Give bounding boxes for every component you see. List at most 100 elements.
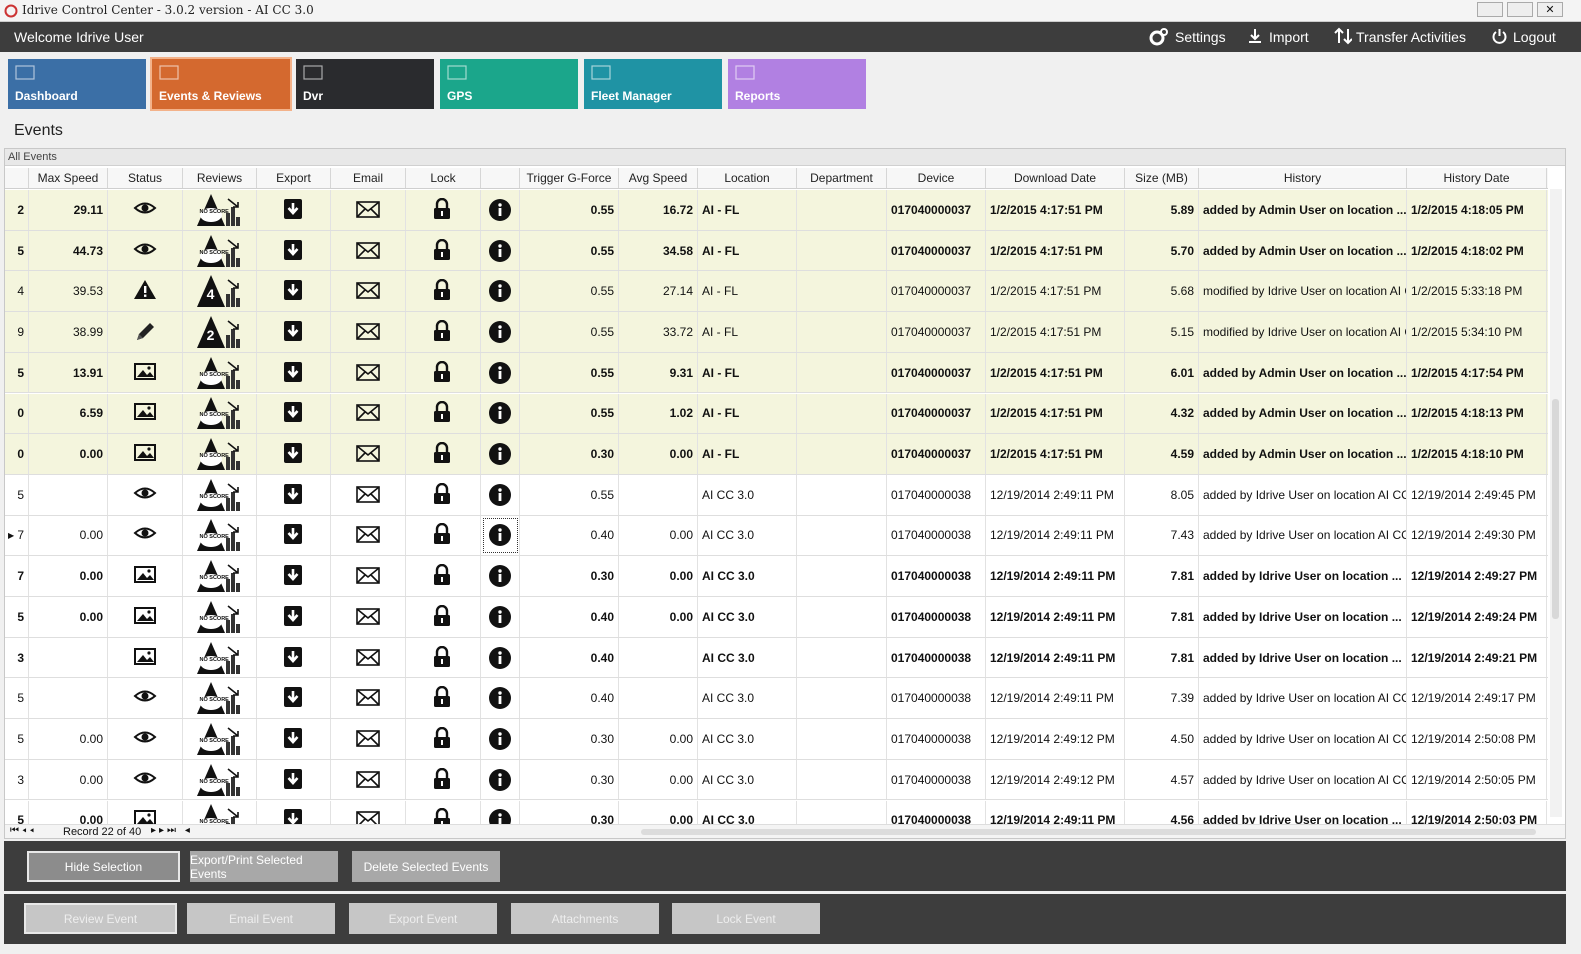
event-row[interactable]: 0 0.00 NO SCORE 0.30 0.00 AI - FL 017040000037… bbox=[5, 434, 1548, 475]
export-icon[interactable] bbox=[282, 401, 306, 425]
event-row[interactable]: 5 44.73 NO SCORE 0.55 34.58 AI - FL 0170400000… bbox=[5, 230, 1548, 272]
review-badge[interactable]: NO SCORE bbox=[196, 681, 243, 715]
event-row[interactable]: 3 NO SCORE 0.40 AI CC 3.0 017040000038 12/19/… bbox=[5, 637, 1548, 679]
email-icon[interactable] bbox=[356, 605, 380, 629]
info-icon[interactable] bbox=[488, 361, 512, 385]
close-button[interactable]: ✕ bbox=[1537, 2, 1563, 17]
event-button[interactable]: Attachments bbox=[511, 903, 659, 934]
selection-button[interactable]: Hide Selection bbox=[27, 851, 180, 882]
module-tab[interactable]: GPS bbox=[440, 59, 578, 109]
event-button[interactable]: Export Event bbox=[349, 903, 497, 934]
info-icon[interactable] bbox=[488, 239, 512, 263]
column-header[interactable]: Reviews bbox=[183, 168, 257, 188]
nav-next-last[interactable]: ▸▸⏭ ◂ bbox=[151, 825, 193, 836]
lock-icon[interactable] bbox=[431, 319, 455, 344]
review-badge[interactable]: NO SCORE bbox=[196, 763, 243, 797]
lock-icon[interactable] bbox=[431, 238, 455, 263]
event-button[interactable]: Lock Event bbox=[672, 903, 820, 934]
event-row[interactable]: 7 0.00 NO SCORE 0.30 0.00 AI CC 3.0 0170400000… bbox=[5, 556, 1548, 597]
export-icon[interactable] bbox=[282, 239, 306, 263]
column-header[interactable]: Export bbox=[257, 168, 331, 188]
info-icon[interactable] bbox=[488, 442, 512, 466]
email-icon[interactable] bbox=[356, 239, 380, 263]
export-icon[interactable] bbox=[282, 605, 306, 629]
info-icon[interactable] bbox=[488, 727, 512, 751]
menu-item[interactable]: Transfer Activities bbox=[1334, 27, 1466, 47]
email-icon[interactable] bbox=[356, 768, 380, 792]
event-button[interactable]: Review Event bbox=[24, 903, 177, 934]
email-icon[interactable] bbox=[356, 686, 380, 710]
event-row[interactable]: 4 39.53 4 0.55 27.14 AI - FL 017040000037 1/2/2… bbox=[5, 271, 1548, 313]
review-badge[interactable]: 2 bbox=[196, 315, 243, 349]
column-header[interactable]: Email bbox=[331, 168, 406, 188]
column-header[interactable] bbox=[481, 168, 520, 188]
module-tab[interactable]: Fleet Manager bbox=[584, 59, 722, 109]
event-row[interactable]: 3 0.00 NO SCORE 0.30 0.00 AI CC 3.0 0170400000… bbox=[5, 759, 1548, 801]
tab-label[interactable]: GPS bbox=[447, 89, 473, 103]
tab-label[interactable]: Fleet Manager bbox=[591, 89, 672, 103]
email-icon[interactable] bbox=[356, 442, 380, 466]
export-icon[interactable] bbox=[282, 727, 306, 751]
menu-label[interactable]: Settings bbox=[1175, 29, 1226, 45]
tab-label[interactable]: Dvr bbox=[303, 89, 324, 103]
info-icon[interactable] bbox=[488, 523, 512, 547]
review-badge[interactable]: NO SCORE bbox=[196, 356, 243, 390]
scroll-thumb[interactable] bbox=[1552, 399, 1559, 619]
export-icon[interactable] bbox=[282, 523, 306, 547]
module-tab[interactable]: Reports bbox=[728, 59, 866, 109]
info-icon[interactable] bbox=[488, 808, 512, 824]
email-icon[interactable] bbox=[356, 808, 380, 824]
email-icon[interactable] bbox=[356, 564, 380, 588]
export-icon[interactable] bbox=[282, 564, 306, 588]
info-icon[interactable] bbox=[488, 646, 512, 670]
lock-icon[interactable] bbox=[431, 564, 455, 588]
export-icon[interactable] bbox=[282, 198, 306, 222]
module-tab[interactable]: Events & Reviews bbox=[150, 57, 292, 111]
column-header[interactable]: Max Speed bbox=[29, 168, 108, 188]
info-icon[interactable] bbox=[488, 279, 512, 303]
event-button[interactable]: Email Event bbox=[187, 903, 335, 934]
lock-icon[interactable] bbox=[431, 726, 455, 751]
review-badge[interactable]: NO SCORE bbox=[196, 559, 243, 593]
column-header[interactable]: Lock bbox=[406, 168, 481, 188]
menu-item[interactable]: Import bbox=[1247, 27, 1309, 47]
email-icon[interactable] bbox=[356, 198, 380, 222]
column-header[interactable]: Device bbox=[887, 168, 986, 188]
email-icon[interactable] bbox=[356, 320, 380, 344]
event-row[interactable]: 5 13.91 NO SCORE 0.55 9.31 AI - FL 01704000003… bbox=[5, 352, 1548, 394]
column-header[interactable]: History Date bbox=[1407, 168, 1547, 188]
column-header[interactable]: History bbox=[1199, 168, 1407, 188]
info-icon[interactable] bbox=[488, 605, 512, 629]
menu-item[interactable]: Logout bbox=[1491, 27, 1556, 47]
selection-button[interactable]: Export/Print Selected Events bbox=[190, 851, 338, 882]
lock-icon[interactable] bbox=[431, 441, 455, 466]
review-badge[interactable]: NO SCORE bbox=[197, 803, 243, 824]
export-icon[interactable] bbox=[282, 808, 306, 824]
email-icon[interactable] bbox=[356, 361, 380, 385]
export-icon[interactable] bbox=[282, 686, 306, 710]
info-icon[interactable] bbox=[488, 483, 512, 507]
review-badge[interactable]: NO SCORE bbox=[196, 234, 243, 268]
menu-label[interactable]: Import bbox=[1269, 29, 1309, 45]
column-header[interactable]: Location bbox=[698, 168, 797, 188]
export-icon[interactable] bbox=[282, 768, 306, 792]
column-header[interactable]: Department bbox=[797, 168, 887, 188]
review-badge[interactable]: NO SCORE bbox=[196, 518, 243, 552]
event-row[interactable]: 5 NO SCORE 0.55 AI CC 3.0 017040000038 12/19/… bbox=[5, 474, 1548, 516]
event-row[interactable]: 5 0.00 NO SCORE 0.40 0.00 AI CC 3.0 0170400000… bbox=[5, 597, 1548, 638]
email-icon[interactable] bbox=[356, 483, 380, 507]
info-icon[interactable] bbox=[488, 768, 512, 792]
event-row[interactable]: 5 0.00 NO SCORE 0.30 0.00 AI CC 3.0 0170400000… bbox=[5, 800, 1548, 824]
maximize-button[interactable] bbox=[1507, 2, 1533, 17]
review-badge[interactable]: 4 bbox=[196, 274, 243, 308]
lock-icon[interactable] bbox=[431, 401, 455, 425]
export-icon[interactable] bbox=[282, 279, 306, 303]
lock-icon[interactable] bbox=[431, 604, 455, 629]
column-header[interactable] bbox=[7, 168, 29, 188]
review-badge[interactable]: NO SCORE bbox=[196, 437, 243, 471]
column-header[interactable]: Status bbox=[108, 168, 183, 188]
review-badge[interactable]: NO SCORE bbox=[196, 722, 243, 756]
event-row[interactable]: 2 29.11 NO SCORE 0.55 16.72 AI - FL 0170400000… bbox=[5, 190, 1548, 231]
email-icon[interactable] bbox=[356, 523, 380, 547]
info-icon[interactable] bbox=[488, 564, 512, 588]
